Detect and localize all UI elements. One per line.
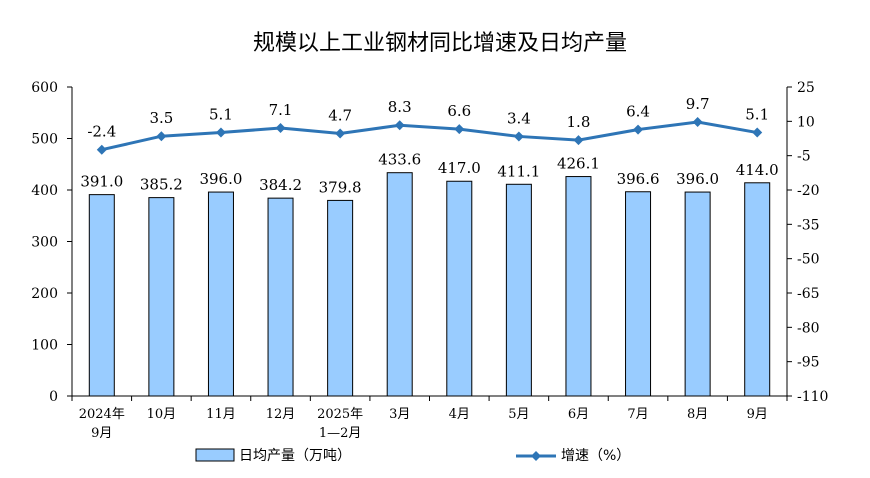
line-value-label: 5.1 [745, 106, 769, 124]
x-tick-label: 2025年 1—2月 [317, 407, 363, 441]
bar [684, 191, 711, 397]
y-right-tick-label: 25 [797, 80, 815, 96]
y-left-tick-label: 300 [31, 235, 58, 251]
bar [327, 199, 354, 397]
y-left-tick-label: 600 [31, 80, 58, 96]
bar-value-label: 414.0 [736, 161, 779, 179]
y-right-tick-label: -5 [797, 149, 811, 165]
axes: 0 100 200 300 400 500 600 25 10 -5 -20 -35 -50 -65 -80… [31, 80, 828, 441]
bar [88, 194, 115, 397]
line-point [335, 128, 346, 139]
x-tick-label: 12月 [266, 407, 296, 422]
line-value-label: 3.4 [507, 109, 531, 127]
legend: 日均产量（万吨） 增速（%） [195, 448, 630, 464]
line-point [275, 122, 286, 133]
legend-line-marker [531, 451, 541, 461]
bar [386, 172, 413, 397]
bar-value-label: 396.6 [617, 170, 660, 188]
bar-value-label: 433.6 [378, 151, 421, 169]
y-right-tick-label: -50 [797, 252, 820, 268]
bar-value-label: 417.0 [438, 159, 481, 177]
bar-series [88, 172, 771, 397]
y-right-tick-label: -35 [797, 217, 820, 233]
bar [565, 176, 592, 397]
x-tick-label: 7月 [627, 407, 648, 422]
legend-line-label: 增速（%） [561, 448, 630, 464]
bar-value-label: 384.2 [259, 176, 302, 194]
bar [625, 191, 652, 397]
y-left-tick-label: 200 [31, 286, 58, 302]
chart-title: 规模以上工业钢材同比增速及日均产量 [253, 31, 627, 56]
line-point [633, 124, 644, 135]
x-tick-label: 10月 [147, 407, 177, 422]
x-tick-label: 5月 [508, 407, 529, 422]
line-value-label: 6.6 [447, 102, 471, 120]
line-series [96, 117, 763, 155]
line-point [215, 127, 226, 138]
line-value-label: 6.4 [626, 103, 650, 121]
x-tick-label: 4月 [449, 407, 470, 422]
line-value-label: 1.8 [567, 113, 591, 131]
bar [148, 197, 175, 397]
bar [505, 183, 532, 397]
line-value-label: 3.5 [149, 109, 173, 127]
line-value-label: 5.1 [209, 106, 233, 124]
growth-line [101, 120, 758, 152]
y-left-tick-label: 100 [31, 338, 58, 354]
y-left-tick-label: 400 [31, 183, 58, 199]
line-point [692, 117, 703, 128]
line-value-label: 9.7 [686, 95, 710, 113]
line-value-label: -2.4 [87, 123, 116, 141]
bar [267, 197, 294, 397]
legend-bar-swatch [195, 448, 235, 462]
line-point [454, 124, 465, 135]
bar-value-label: 411.1 [497, 162, 540, 180]
y-right-tick-label: -20 [797, 183, 820, 199]
line-point [752, 127, 763, 138]
bar [207, 191, 234, 397]
bar-value-label: 396.0 [676, 170, 719, 188]
x-tick-label: 8月 [687, 407, 708, 422]
bar-value-label: 391.0 [80, 173, 123, 191]
bar-value-label: 396.0 [199, 170, 242, 188]
legend-bar-label: 日均产量（万吨） [239, 448, 351, 464]
y-right-tick-label: -110 [797, 389, 828, 405]
line-point [573, 135, 584, 146]
line-point [513, 131, 524, 142]
x-tick-label: 9月 [747, 407, 768, 422]
bar [446, 180, 473, 397]
y-left-tick-label: 500 [31, 132, 58, 148]
line-point [96, 144, 107, 155]
x-tick-label: 11月 [206, 407, 236, 422]
x-tick-label: 6月 [568, 407, 589, 422]
bar-value-label: 385.2 [140, 176, 183, 194]
y-right-tick-label: -80 [797, 320, 820, 336]
line-value-label: 7.1 [269, 101, 293, 119]
x-tick-label: 2024年 9月 [79, 407, 125, 441]
y-right-tick-label: -95 [797, 355, 820, 371]
y-left-tick-label: 0 [49, 389, 58, 405]
bar-value-label: 379.8 [319, 178, 362, 196]
line-point [394, 120, 405, 131]
x-tick-label: 3月 [389, 407, 410, 422]
data-labels: 391.0 385.2 396.0 384.2 379.8 433.6 417.0 411.1… [80, 95, 778, 196]
line-value-label: 4.7 [328, 106, 352, 124]
y-right-tick-label: 10 [797, 114, 815, 130]
bar [744, 182, 771, 397]
y-right-tick-label: -65 [797, 286, 820, 302]
line-value-label: 8.3 [388, 98, 412, 116]
bar-value-label: 426.1 [557, 155, 600, 173]
line-point [156, 131, 167, 142]
